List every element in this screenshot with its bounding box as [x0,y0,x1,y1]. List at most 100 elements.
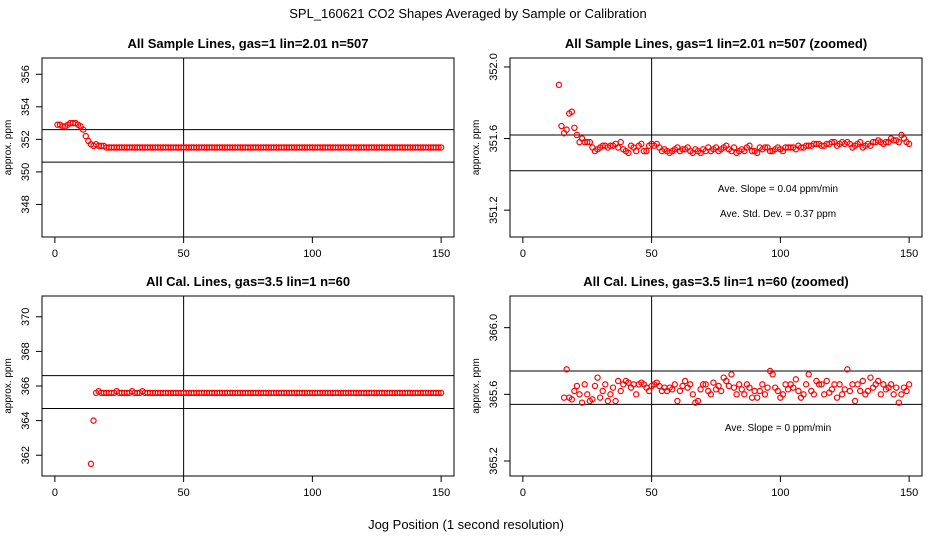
data-point [756,387,763,395]
data-point [818,381,825,388]
data-point [82,132,89,140]
data-point [563,126,570,133]
data-point [761,391,769,398]
chart-panel-1: All Sample Lines, gas=1 lin=2.01 n=507 0 5… [3,36,455,260]
data-point [617,138,624,146]
y-tick-label: 366.0 [488,314,500,342]
data-point [759,381,766,388]
data-point [681,377,689,385]
chart-panel-2: All Sample Lines, gas=1 lin=2.01 n=507 (… [471,36,923,260]
data-point [725,382,733,390]
data-point [563,366,570,373]
data-point [846,387,854,395]
chart-title: All Cal. Lines, gas=3.5 lin=1 n=60 (zoom… [583,274,849,289]
data-point [887,381,895,388]
data-point [802,381,810,388]
x-tick-label: 150 [900,248,918,260]
data-point [815,381,823,388]
x-tick-label: 100 [303,487,321,499]
figure-xlabel: Jog Position (1 second resolution) [368,517,564,532]
data-point [895,399,903,406]
y-tick-label: 370 [20,308,32,326]
chart-annotation: Ave. Std. Dev. = 0.37 ppm [720,209,836,220]
data-point [867,374,874,381]
data-point [730,384,738,391]
x-tick-label: 50 [646,248,658,260]
data-point [723,377,730,385]
y-tick-label: 365.6 [488,381,500,409]
x-tick-label: 150 [900,487,918,499]
chart-panel-4: All Cal. Lines, gas=3.5 lin=1 n=60 (zoom… [471,274,923,499]
data-point [589,396,596,403]
data-point [733,391,740,398]
data-point [823,377,830,385]
data-point [831,381,838,388]
data-point [632,391,640,398]
x-tick-label: 0 [52,487,58,499]
data-point [568,108,576,115]
y-axis-label: approx. ppm [3,358,14,414]
data-point [694,397,702,405]
chart-title: All Cal. Lines, gas=3.5 lin=1 n=60 [146,274,350,289]
y-axis-label: approx. ppm [471,358,482,414]
data-point [764,384,771,391]
data-point [792,376,800,383]
y-tick-label: 350 [20,163,32,181]
data-point [738,386,745,393]
y-tick-label: 356 [20,65,32,83]
y-tick-label: 351.6 [488,125,500,153]
data-point [795,387,802,395]
data-point [87,460,95,468]
data-point [591,382,599,390]
chart-title: All Sample Lines, gas=1 lin=2.01 n=507 [128,36,369,51]
plot-frame [41,295,455,477]
data-point [805,371,812,378]
data-point [555,81,563,89]
data-point [746,384,753,391]
y-tick-label: 351.2 [488,196,500,224]
data-point [784,386,792,393]
plot-frame [509,57,923,238]
data-point [854,381,861,388]
data-point [851,397,859,405]
data-point [437,389,445,397]
data-point [578,399,586,406]
data-point [800,391,807,398]
data-point [625,149,632,157]
data-point [857,387,864,395]
data-point [833,394,841,401]
x-tick-label: 150 [432,487,450,499]
data-point [903,387,910,395]
data-point [435,389,442,397]
data-point [614,377,622,385]
data-point [890,391,897,398]
x-tick-label: 150 [432,248,450,260]
x-tick-label: 0 [520,248,526,260]
data-point [730,144,738,151]
data-point [594,374,601,381]
data-point [609,384,617,391]
data-point [782,381,789,388]
x-tick-label: 100 [771,487,789,499]
data-point [643,147,650,155]
data-point [774,387,782,395]
data-point [697,386,704,393]
data-point [79,126,87,133]
x-tick-label: 50 [178,248,190,260]
y-tick-label: 352 [20,130,32,148]
data-point [640,147,648,155]
data-point [828,386,836,393]
data-point [632,147,640,155]
data-point [586,138,594,146]
data-point [820,391,828,398]
data-point [864,387,872,395]
data-point [571,124,578,132]
data-point [671,381,679,388]
data-point [607,391,614,398]
x-tick-label: 50 [178,487,190,499]
figure-title: SPL_160621 CO2 Shapes Averaged by Sample… [289,6,647,21]
data-point [584,138,591,146]
plot-frame [509,295,923,477]
data-point [844,366,851,373]
